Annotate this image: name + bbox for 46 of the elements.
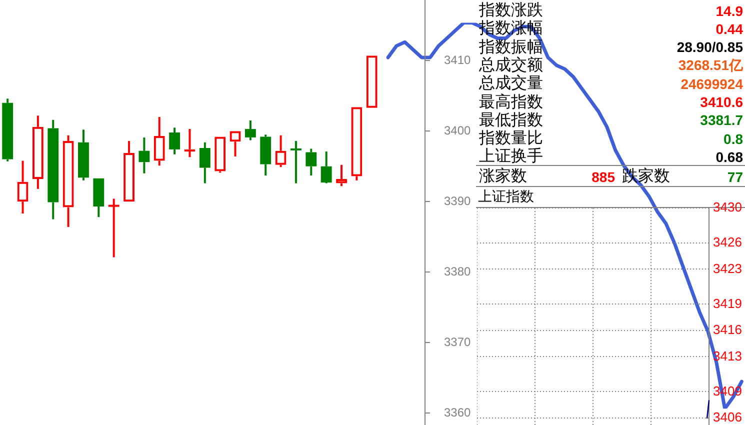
y-tick-label: 3426 — [713, 234, 742, 250]
text: 3410.6 — [700, 94, 743, 110]
text: 0.8 — [724, 130, 743, 147]
candlestick — [78, 128, 89, 182]
category-label: 最低指数 — [479, 110, 543, 129]
candlestick — [306, 148, 317, 176]
category-label: 总成交量 — [479, 73, 543, 92]
y-tick-label: 3400 — [444, 123, 472, 138]
candlestick — [2, 98, 14, 162]
category-label: 指数量比 — [479, 128, 543, 148]
text: 3268.51亿 — [678, 57, 743, 74]
candlestick — [93, 178, 104, 218]
category-label: 指数涨跌 — [479, 0, 543, 19]
y-tick-label: 3390 — [444, 194, 472, 208]
candlestick — [290, 140, 302, 184]
y-tick-label: 3430 — [713, 200, 742, 215]
y-tick-label: 3416 — [713, 322, 742, 338]
text: 28.90/0.85 — [676, 39, 743, 56]
category-label: 涨家数 — [479, 166, 527, 186]
category-label: 上证换手 — [479, 146, 543, 166]
category-label: 总成交额 — [479, 54, 543, 74]
text: 77 — [727, 168, 743, 185]
candlestick — [244, 120, 256, 142]
y-tick-label: 3360 — [444, 405, 472, 420]
text: 885 — [592, 168, 615, 185]
y-tick-label: 3370 — [444, 334, 472, 349]
y-tick-label: 3423 — [713, 260, 742, 276]
text: 0.44 — [716, 20, 743, 37]
category-label: 指数振幅 — [479, 36, 543, 56]
candlestick — [48, 118, 59, 220]
text: 3381.7 — [700, 112, 743, 128]
text: 24699924 — [680, 76, 743, 92]
candlestick — [184, 128, 196, 158]
candlestick — [169, 126, 180, 156]
candlestick — [260, 134, 272, 176]
y-tick-label: 3380 — [444, 264, 472, 278]
text: 0.68 — [716, 148, 743, 165]
y-tick-label: 3410 — [444, 52, 472, 67]
text: 14.9 — [716, 2, 743, 18]
y-tick-label: 3419 — [713, 296, 742, 311]
candlestick — [108, 198, 120, 258]
chart-title: 上证指数 — [478, 189, 534, 205]
category-label: 最高指数 — [479, 92, 543, 110]
candlestick — [138, 136, 150, 174]
candlestick — [199, 141, 210, 184]
y-tick-label: 3406 — [713, 410, 742, 425]
